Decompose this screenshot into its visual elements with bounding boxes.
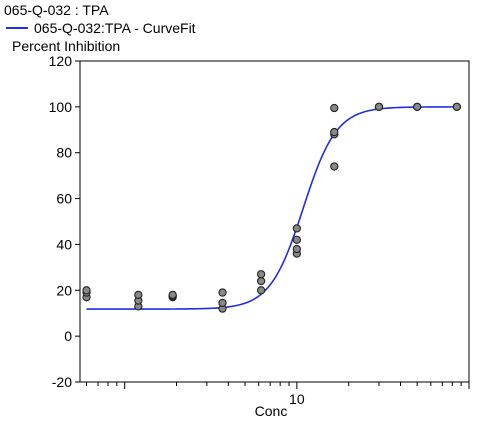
data-points <box>82 102 461 313</box>
data-point <box>330 127 339 137</box>
data-point <box>168 290 177 300</box>
data-point <box>292 224 301 233</box>
chart-title: 065-Q-032 : TPA <box>4 2 109 18</box>
data-point <box>330 162 339 171</box>
y-tick-label: 40 <box>56 236 72 252</box>
data-point <box>256 286 266 295</box>
data-point <box>330 103 339 113</box>
y-axis-ticks: -20 0 20 40 60 80 100 120 <box>49 53 80 390</box>
y-tick-label: -20 <box>52 374 72 390</box>
data-point <box>134 290 143 300</box>
data-point <box>452 102 461 112</box>
data-point <box>413 102 422 112</box>
data-point <box>292 244 301 254</box>
curve-fit-line <box>86 106 457 310</box>
y-tick-label: 60 <box>56 191 72 207</box>
data-point <box>218 298 227 308</box>
x-tick-label: 10 <box>289 391 305 407</box>
plot-frame <box>79 60 470 383</box>
legend-curvefit-label: 065-Q-032:TPA - CurveFit <box>34 20 196 36</box>
data-point <box>292 235 301 244</box>
y-tick-label: 20 <box>56 282 72 298</box>
legend-line-swatch <box>6 27 28 29</box>
y-tick-label: 100 <box>49 99 73 115</box>
x-axis-label: Conc <box>255 403 288 419</box>
y-tick-label: 80 <box>56 145 72 161</box>
legend: 065-Q-032:TPA - CurveFit <box>4 20 196 36</box>
y-tick-label: 120 <box>49 53 73 69</box>
x-axis-ticks: 10 <box>86 382 470 407</box>
data-point <box>374 102 384 112</box>
data-point <box>256 270 266 279</box>
y-axis-label: Percent Inhibition <box>12 38 121 54</box>
y-tick-label: 0 <box>64 328 72 344</box>
data-point <box>218 288 227 297</box>
data-point <box>256 276 266 286</box>
data-point <box>82 286 91 295</box>
